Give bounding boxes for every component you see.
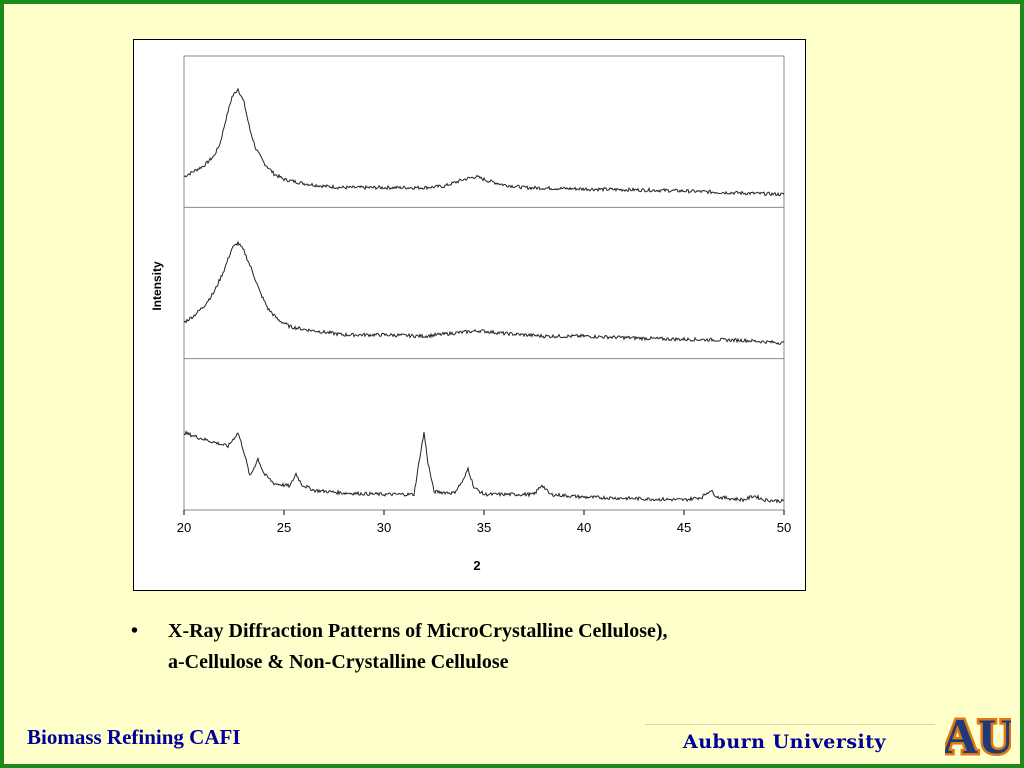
caption-line-2: a-Cellulose & Non-Crystalline Cellulose xyxy=(168,651,509,673)
caption-bullet: • xyxy=(131,620,139,642)
auburn-au-logo-icon: AU AU xyxy=(945,707,1011,763)
x-tick-label: 20 xyxy=(177,520,191,535)
xrd-series-line-2 xyxy=(183,240,785,345)
plot-area xyxy=(183,55,785,511)
xrd-chart: 20 25 30 35 40 45 50 2 Intensity xyxy=(150,55,791,573)
footer-org-label: Biomass Refining CAFI xyxy=(27,725,241,749)
xrd-figure: 20 25 30 35 40 45 50 2 Intensity xyxy=(133,39,806,591)
caption-line-1: X-Ray Diffraction Patterns of MicroCryst… xyxy=(168,620,668,642)
xrd-series-line-3 xyxy=(183,430,785,504)
x-tick-label: 25 xyxy=(277,520,291,535)
xrd-series-line-1 xyxy=(183,87,785,197)
x-tick-label: 45 xyxy=(677,520,691,535)
x-tick-label: 50 xyxy=(777,520,791,535)
x-tick-label: 40 xyxy=(577,520,591,535)
footer-divider xyxy=(645,724,935,725)
au-logo-text-outline: AU xyxy=(945,708,1011,763)
x-tick-label: 35 xyxy=(477,520,491,535)
x-axis-label: 2 xyxy=(473,558,480,573)
y-axis-label: Intensity xyxy=(150,261,164,311)
au-logo-text-fill: AU xyxy=(945,708,1011,763)
footer-university-label: Auburn University xyxy=(683,731,887,753)
x-tick-label: 30 xyxy=(377,520,391,535)
